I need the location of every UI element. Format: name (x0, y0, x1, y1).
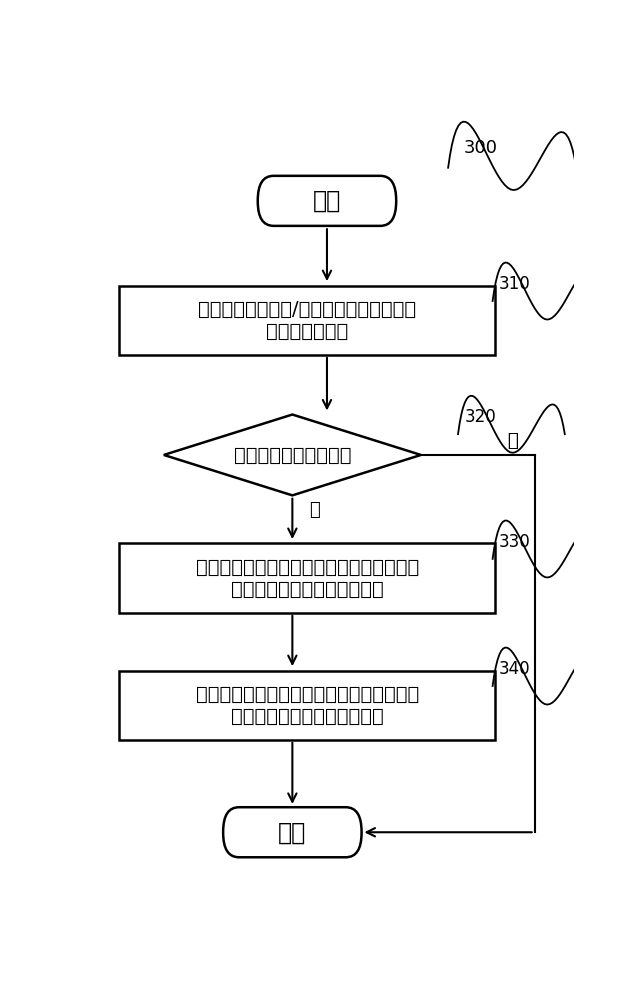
Bar (119, 286, 495, 355)
Text: 对当前帧的固定码矢执行能量平滑处理，得
到经过能量平滑后的固定码矢: 对当前帧的固定码矢执行能量平滑处理，得 到经过能量平滑后的固定码矢 (196, 558, 419, 599)
Text: 否: 否 (507, 432, 518, 450)
FancyBboxPatch shape (223, 807, 362, 857)
Text: 结束: 结束 (278, 820, 306, 844)
Text: 将当前帧的自适应码矢与经过能量平滑后的
固定码矢相加，合成激励信号: 将当前帧的自适应码矢与经过能量平滑后的 固定码矢相加，合成激励信号 (196, 685, 419, 726)
Text: 否: 否 (507, 432, 518, 450)
Text: 检测当前帧的语音/非语音特性，计算出当
前帧的噪声因子: 检测当前帧的语音/非语音特性，计算出当 前帧的噪声因子 (198, 300, 416, 341)
Text: 330: 330 (499, 533, 531, 551)
Text: 噪声因子大于门限值？: 噪声因子大于门限值？ (234, 445, 351, 464)
Text: 开始: 开始 (313, 189, 341, 213)
Text: 340: 340 (499, 660, 531, 678)
Text: 310: 310 (499, 275, 531, 293)
Text: 是: 是 (309, 501, 320, 519)
Bar (119, 543, 495, 613)
Bar (119, 671, 495, 740)
Text: 320: 320 (464, 408, 496, 426)
Polygon shape (164, 415, 421, 495)
Text: 300: 300 (463, 139, 497, 157)
FancyBboxPatch shape (258, 176, 396, 226)
